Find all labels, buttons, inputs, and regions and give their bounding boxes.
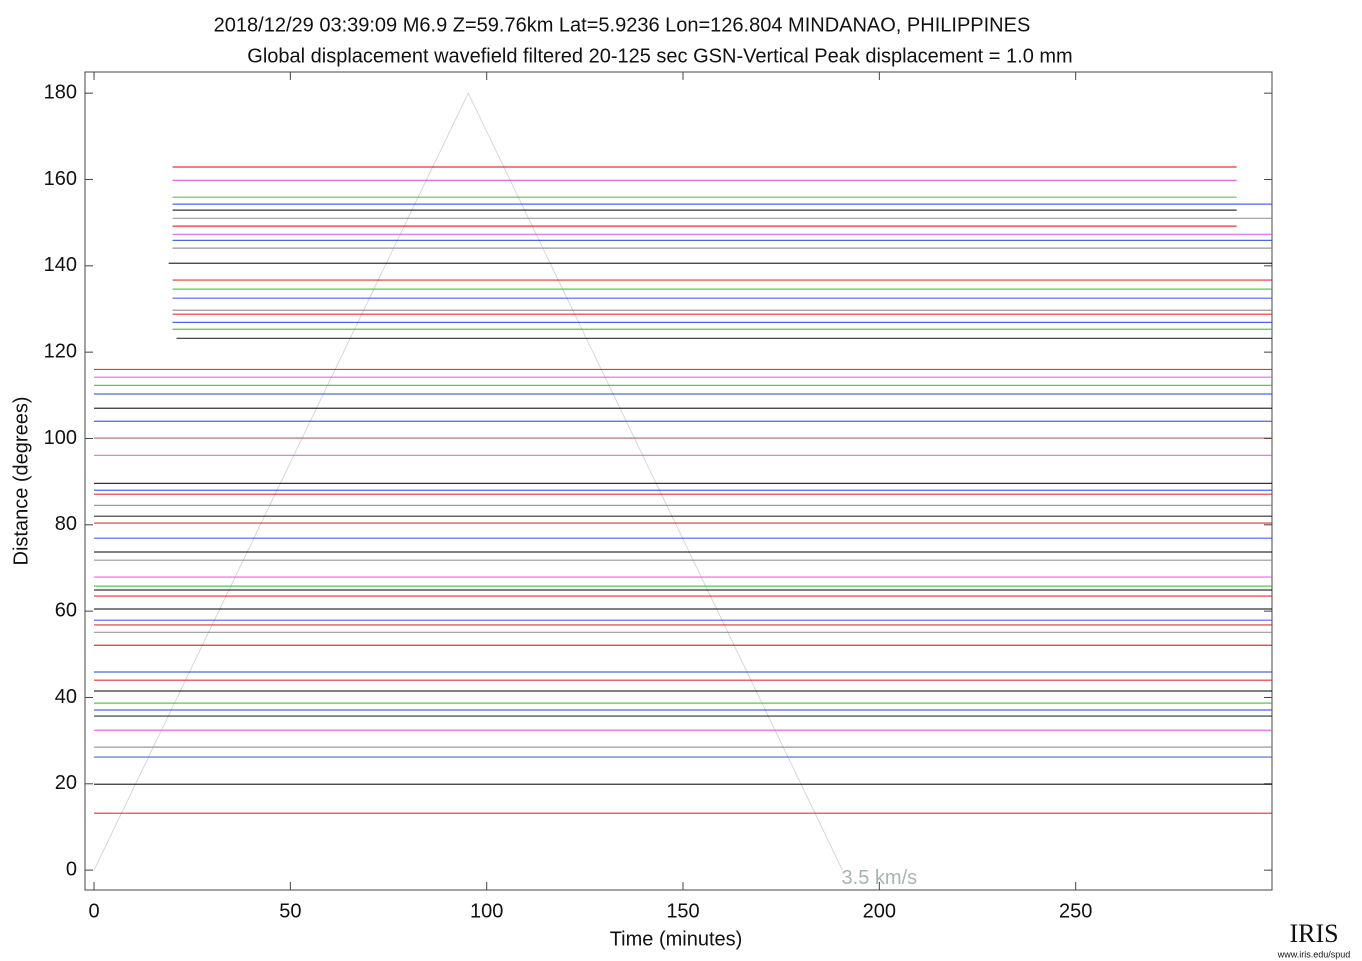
velocity-line bbox=[93, 91, 843, 871]
x-tick-label: 250 bbox=[1059, 900, 1092, 922]
x-tick-label: 50 bbox=[279, 900, 301, 922]
chart-title: 2018/12/29 03:39:09 M6.9 Z=59.76km Lat=5… bbox=[214, 14, 1031, 36]
y-tick-label: 0 bbox=[66, 858, 77, 880]
x-tick-label: 200 bbox=[863, 900, 896, 922]
x-axis-label: Time (minutes) bbox=[610, 928, 743, 950]
y-tick-label: 140 bbox=[44, 254, 77, 276]
y-tick-label: 60 bbox=[55, 599, 77, 621]
y-tick-label: 120 bbox=[44, 340, 77, 362]
y-axis-label: Distance (degrees) bbox=[10, 397, 32, 566]
x-tick-label: 150 bbox=[666, 900, 699, 922]
y-tick-label: 180 bbox=[44, 81, 77, 103]
x-tick-label: 0 bbox=[88, 900, 99, 922]
chart-subtitle: Global displacement wavefield filtered 2… bbox=[247, 45, 1072, 67]
y-tick-label: 40 bbox=[55, 686, 77, 708]
x-tick-label: 100 bbox=[470, 900, 503, 922]
logo: IRIS bbox=[1289, 919, 1338, 948]
logo-url: www.iris.edu/spud bbox=[1277, 949, 1351, 959]
y-tick-label: 80 bbox=[55, 513, 77, 535]
y-tick-label: 100 bbox=[44, 427, 77, 449]
velocity-label: 3.5 km/s bbox=[842, 867, 918, 889]
y-tick-label: 160 bbox=[44, 168, 77, 190]
plot-frame bbox=[84, 71, 1273, 891]
y-tick-label: 20 bbox=[55, 772, 77, 794]
